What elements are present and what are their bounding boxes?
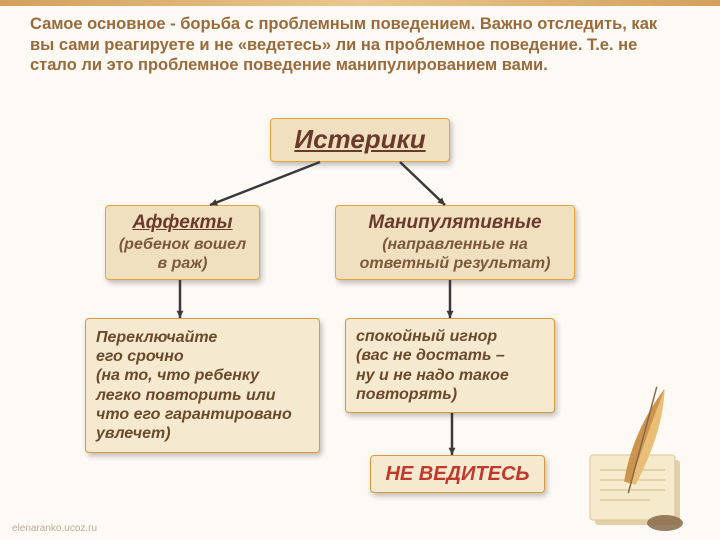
node-right-advice: спокойный игнор(вас не достать –ну и не … (345, 318, 555, 413)
node-left-advice: Переключайте его срочно(на то, что ребен… (85, 318, 320, 453)
feather-paper-decoration (580, 375, 710, 535)
top-accent-bar (0, 0, 720, 6)
node-manipulyativnye: Манипулятивные (направленные на ответный… (335, 205, 575, 280)
node-manip-title: Манипулятивные (368, 212, 541, 235)
credit-text: elenaranko.ucoz.ru (12, 523, 97, 534)
node-affekty-subtitle: (ребенок вошел в раж) (114, 235, 251, 273)
intro-paragraph: Самое основное - борьба с проблемным пов… (30, 14, 670, 76)
node-emphasis-text: НЕ ВЕДИТЕСЬ (385, 462, 529, 486)
node-affekty-title: Аффекты (132, 212, 232, 235)
node-left-advice-text: Переключайте его срочно(на то, что ребен… (96, 328, 292, 443)
node-affekty: Аффекты (ребенок вошел в раж) (105, 205, 260, 280)
node-emphasis: НЕ ВЕДИТЕСЬ (370, 455, 545, 493)
node-manip-subtitle: (направленные на ответный результат) (344, 235, 566, 273)
node-root-isteriki: Истерики (270, 118, 450, 162)
node-root-title: Истерики (294, 124, 425, 155)
node-right-advice-text: спокойный игнор(вас не достать –ну и не … (356, 327, 509, 404)
